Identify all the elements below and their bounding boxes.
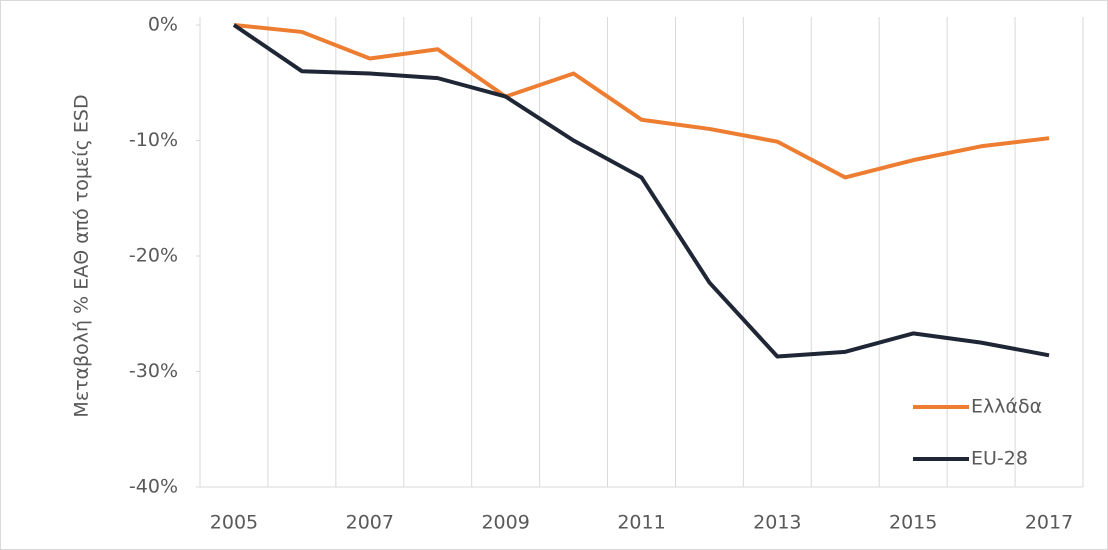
series-line — [232, 23, 1050, 359]
x-tick-label: 2015 — [889, 512, 937, 534]
y-axis-label: Μεταβολή % ΕΑΘ από τομείς ESD — [71, 94, 93, 417]
y-tick-label: -20% — [129, 245, 178, 267]
y-tick-label: -30% — [129, 360, 178, 382]
x-tick-label: 2011 — [617, 512, 665, 534]
x-tick-label: 2005 — [210, 512, 258, 534]
y-tick-label: -10% — [129, 129, 178, 151]
x-tick-label: 2007 — [346, 512, 394, 534]
x-tick-label: 2017 — [1025, 512, 1073, 534]
y-tick-label: -40% — [129, 476, 178, 498]
y-tick-label: 0% — [148, 14, 178, 36]
legend-label: Ελλάδα — [971, 396, 1042, 418]
legend-label: EU-28 — [971, 448, 1028, 470]
x-tick-label: 2013 — [753, 512, 801, 534]
series-line — [233, 23, 1050, 180]
x-tick-label: 2009 — [481, 512, 529, 534]
